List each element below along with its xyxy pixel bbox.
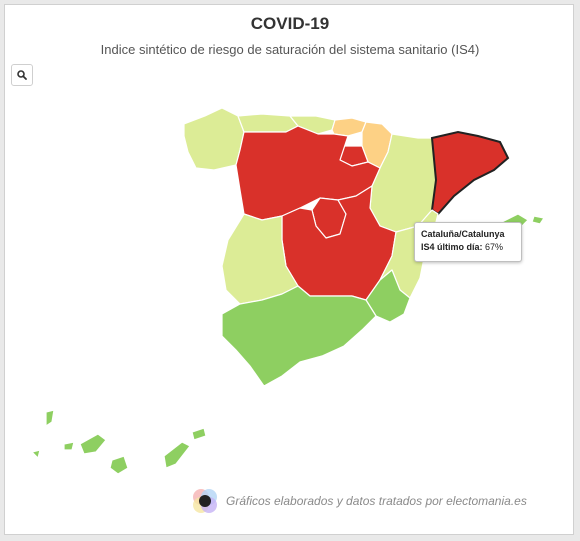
tooltip-metric-value: 67% xyxy=(485,242,504,252)
region-cataluna[interactable] xyxy=(430,130,510,216)
region-galicia[interactable] xyxy=(183,107,245,171)
zoom-button[interactable] xyxy=(11,64,33,86)
region-canarias-gomera[interactable] xyxy=(63,441,75,451)
region-asturias[interactable] xyxy=(237,113,299,133)
tooltip-region-name: Cataluña/Catalunya xyxy=(421,229,505,239)
tooltip-metric-label: IS4 último día: xyxy=(421,242,483,252)
chart-subtitle: Indice sintético de riesgo de saturación… xyxy=(100,42,480,57)
region-canarias-lapalma[interactable] xyxy=(45,409,55,427)
region-canarias-hierro[interactable] xyxy=(31,449,41,459)
region-canarias-fuerteventura[interactable] xyxy=(163,441,191,469)
region-canarias-lanzarote[interactable] xyxy=(191,427,207,441)
credit-footer: Gráficos elaborados y datos tratados por… xyxy=(190,486,527,516)
electomania-logo-icon xyxy=(193,489,217,513)
search-icon xyxy=(17,70,27,80)
region-tooltip: Cataluña/Catalunya IS4 último día: 67% xyxy=(414,222,522,262)
credit-text: Gráficos elaborados y datos tratados por… xyxy=(226,494,527,508)
region-pais-vasco[interactable] xyxy=(331,117,367,137)
tooltip-metric: IS4 último día: 67% xyxy=(421,241,515,254)
region-baleares-menorca[interactable] xyxy=(531,215,545,225)
region-canarias-tenerife[interactable] xyxy=(79,433,107,455)
chart-title: COVID-19 xyxy=(250,14,330,33)
region-andalucia[interactable] xyxy=(221,285,377,387)
region-canarias-grancanaria[interactable] xyxy=(109,455,129,475)
